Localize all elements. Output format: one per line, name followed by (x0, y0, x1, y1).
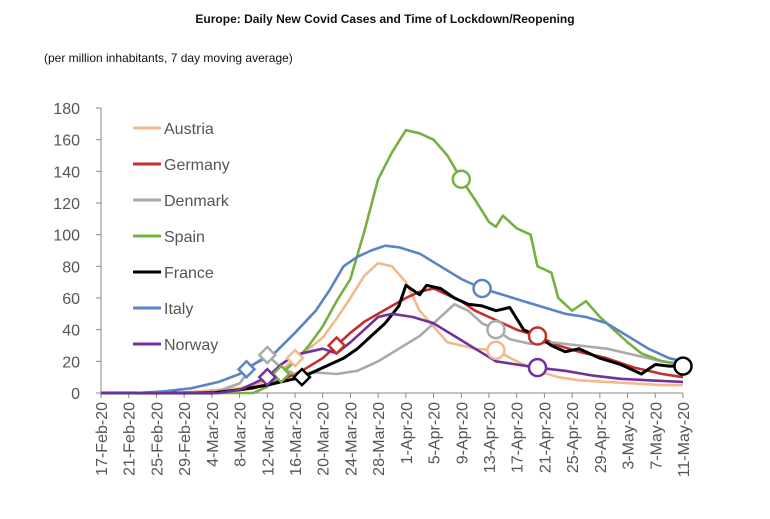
x-tick-label: 11-May-20 (676, 402, 693, 477)
lockdown-marker-germany (326, 335, 347, 356)
legend-label-germany: Germany (164, 157, 230, 174)
x-tick-label: 25-Feb-20 (149, 402, 166, 476)
x-tick-label: 28-Mar-20 (371, 402, 388, 476)
x-tick-label: 17-Apr-20 (510, 402, 527, 473)
y-tick-label: 120 (53, 196, 80, 213)
event-markers (236, 169, 693, 387)
x-tick-label: 24-Mar-20 (343, 402, 360, 476)
legend-label-denmark: Denmark (164, 193, 230, 210)
series-line-germany (101, 287, 684, 395)
x-tick-label: 21-Apr-20 (537, 402, 554, 473)
reopening-marker-spain (451, 169, 472, 189)
lockdown-marker-austria (285, 348, 305, 368)
series-line-austria (101, 261, 683, 395)
legend-label-spain: Spain (164, 229, 205, 246)
lockdown-marker-italy (236, 359, 257, 380)
y-tick-label: 60 (62, 291, 80, 308)
y-tick-label: 140 (53, 164, 80, 181)
chart-subtitle: (per million inhabitants, 7 day moving a… (44, 51, 293, 65)
y-axis: 0 20 40 60 80 100 120 140 160 180 (53, 101, 102, 403)
x-tick-label: 12-Mar-20 (260, 402, 277, 476)
chart-title: Europe: Daily New Covid Cases and Time o… (195, 12, 575, 26)
x-tick-label: 8-Mar-20 (233, 402, 250, 467)
x-tick-label: 20-Mar-20 (316, 402, 333, 476)
series-line-spain (101, 128, 684, 395)
x-tick-label: 17-Feb-20 (94, 402, 111, 476)
x-tick-label: 4-Mar-20 (205, 402, 222, 467)
x-tick-label: 7-May-20 (648, 402, 665, 470)
legend-label-france: France (164, 265, 214, 282)
y-tick-label: 100 (53, 228, 80, 245)
y-tick-label: 40 (62, 323, 80, 340)
x-tick-label: 1-Apr-20 (399, 402, 416, 464)
y-tick-label: 180 (53, 101, 80, 118)
x-tick-label: 13-Apr-20 (482, 402, 499, 473)
x-tick-label: 3-May-20 (621, 402, 638, 470)
lockdown-marker-denmark (257, 345, 278, 365)
reopening-marker-germany (527, 326, 548, 346)
x-tick-label: 25-Apr-20 (565, 402, 582, 473)
series-line-italy (101, 244, 684, 395)
y-tick-label: 80 (62, 259, 80, 276)
lockdown-marker-spain (271, 364, 291, 384)
reopening-marker-denmark (486, 319, 506, 340)
legend-label-austria: Austria (164, 121, 214, 138)
x-tick-label: 29-Apr-20 (593, 402, 610, 473)
y-tick-label: 0 (71, 386, 80, 403)
reopening-marker-france (673, 356, 693, 376)
x-tick-label: 5-Apr-20 (427, 402, 444, 464)
y-tick-label: 20 (62, 354, 80, 371)
reopening-marker-austria (486, 340, 506, 360)
x-axis: 17-Feb-20 21-Feb-20 25-Feb-20 29-Feb-20 4-Ma… (94, 392, 693, 477)
legend-label-norway: Norway (164, 337, 218, 354)
reopening-marker-norway (527, 357, 548, 378)
reopening-marker-italy (472, 278, 492, 299)
legend: Austria Germany Denmark Spain France Italy Nor… (133, 121, 230, 354)
x-tick-label: 29-Feb-20 (177, 402, 194, 476)
y-tick-label: 160 (53, 133, 80, 150)
lockdown-marker-france (292, 367, 312, 387)
x-tick-label: 21-Feb-20 (122, 402, 139, 476)
x-tick-label: 16-Mar-20 (288, 402, 305, 476)
lockdown-marker-norway (257, 367, 278, 387)
x-tick-label: 9-Apr-20 (454, 402, 471, 464)
legend-label-italy: Italy (164, 301, 193, 318)
